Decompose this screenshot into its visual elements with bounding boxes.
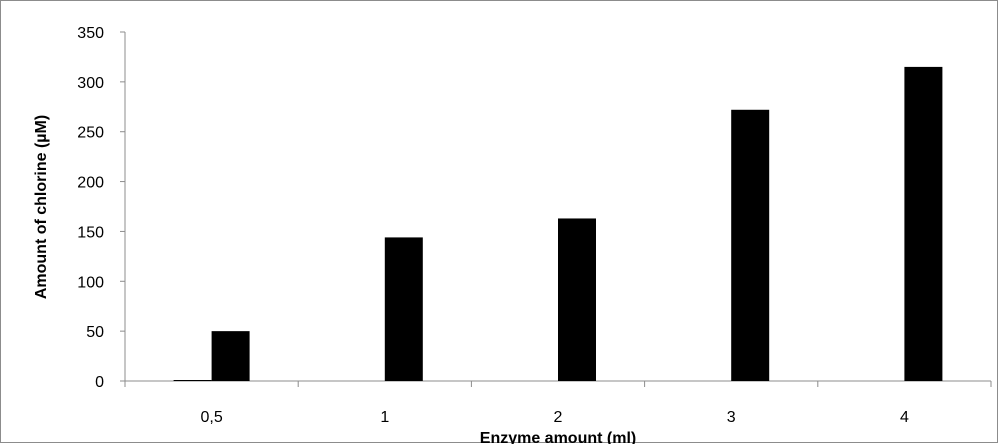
y-tick-label: 0 <box>95 374 104 391</box>
x-tick-label: 4 <box>900 409 909 426</box>
x-tick-label: 1 <box>380 409 389 426</box>
y-axis <box>120 31 126 382</box>
y-tick-label: 50 <box>86 324 104 341</box>
x-tick-label: 3 <box>727 409 736 426</box>
bars <box>173 66 943 382</box>
x-tick-label: 2 <box>554 409 563 426</box>
y-tick-label: 350 <box>77 25 104 42</box>
y-axis-title: Amount of chlorine (µM) <box>33 115 50 299</box>
bar <box>558 218 596 381</box>
y-tick-label: 300 <box>77 75 104 92</box>
x-tick-label: 0,5 <box>200 409 222 426</box>
bar <box>904 66 943 382</box>
x-tick-labels: 0,5 1 2 3 4 <box>200 409 908 426</box>
bar <box>731 109 770 381</box>
y-tick-label: 200 <box>77 175 104 192</box>
x-axis-title: Enzyme amount (ml) <box>480 430 636 444</box>
y-tick-label: 250 <box>77 125 104 142</box>
y-tick-labels: 0 50 100 150 200 250 300 350 <box>77 25 104 391</box>
y-tick-label: 100 <box>77 274 104 291</box>
bar <box>173 380 212 381</box>
bar <box>384 237 423 381</box>
x-axis <box>124 380 992 387</box>
bar <box>211 331 250 381</box>
y-tick-label: 150 <box>77 224 104 241</box>
